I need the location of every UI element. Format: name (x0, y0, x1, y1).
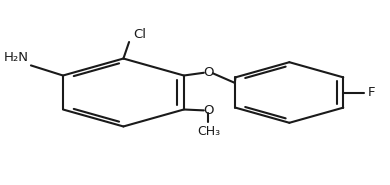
Text: O: O (203, 104, 214, 117)
Text: O: O (203, 66, 214, 79)
Text: H₂N: H₂N (4, 51, 29, 65)
Text: CH₃: CH₃ (197, 125, 220, 138)
Text: Cl: Cl (133, 28, 146, 41)
Text: F: F (368, 86, 375, 99)
